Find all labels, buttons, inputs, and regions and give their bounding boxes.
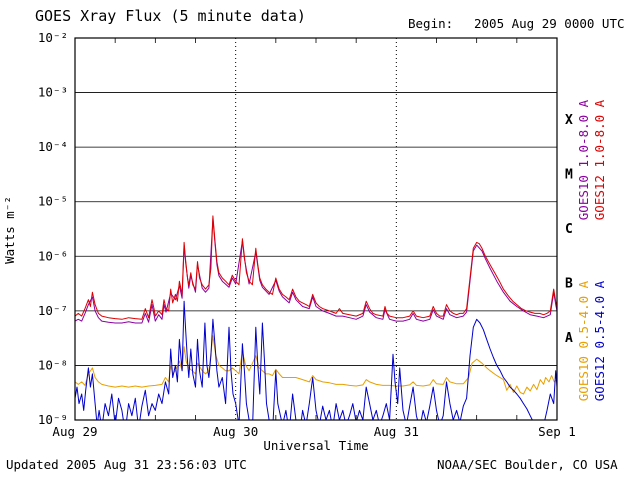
x-tick-label: Aug 29 xyxy=(52,424,97,439)
legend-label-goes10-0.5-4.0-a: GOES10 0.5-4.0 A xyxy=(576,280,591,401)
flare-class-label: A xyxy=(565,331,573,346)
begin-value: 2005 Aug 29 0000 UTC xyxy=(474,16,625,31)
flare-class-label: B xyxy=(565,277,573,292)
series-line-goes10-1.0-8.0-a xyxy=(74,218,558,324)
y-tick-label: 10⁻³ xyxy=(38,85,68,100)
legend-label-goes10-1.0-8.0-a: GOES10 1.0-8.0 A xyxy=(576,99,591,220)
x-tick-label: Aug 31 xyxy=(374,424,419,439)
y-tick-label: 10⁻⁴ xyxy=(38,139,68,154)
flare-class-label: C xyxy=(565,222,573,237)
y-tick-label: 10⁻² xyxy=(38,30,68,45)
y-tick-label: 10⁻⁶ xyxy=(38,248,68,263)
y-tick-label: 10⁻⁸ xyxy=(38,357,68,372)
series-line-goes12-1.0-8.0-a xyxy=(74,215,558,320)
x-axis-title: Universal Time xyxy=(263,438,368,453)
x-tick-label: Sep 1 xyxy=(538,424,576,439)
plot-border xyxy=(74,37,558,421)
series-line-goes12-0.5-4.0-a xyxy=(74,300,558,420)
updated-timestamp: Updated 2005 Aug 31 23:56:03 UTC xyxy=(6,457,247,472)
legend-label-goes12-0.5-4.0-a: GOES12 0.5-4.0 A xyxy=(592,280,607,401)
flare-class-label: M xyxy=(565,167,573,182)
flare-class-label: X xyxy=(565,113,573,128)
source-credit: NOAA/SEC Boulder, CO USA xyxy=(437,457,618,472)
x-tick-label: Aug 30 xyxy=(213,424,258,439)
begin-label: Begin: xyxy=(408,16,453,31)
y-axis-title: Watts m⁻² xyxy=(2,196,17,264)
chart-title: GOES Xray Flux (5 minute data) xyxy=(35,7,306,25)
y-tick-label: 10⁻⁵ xyxy=(38,194,68,209)
legend-label-goes12-1.0-8.0-a: GOES12 1.0-8.0 A xyxy=(592,99,607,220)
y-tick-label: 10⁻⁹ xyxy=(38,412,68,427)
series-line-goes10-0.5-4.0-a xyxy=(74,335,558,395)
y-tick-label: 10⁻⁷ xyxy=(38,303,68,318)
